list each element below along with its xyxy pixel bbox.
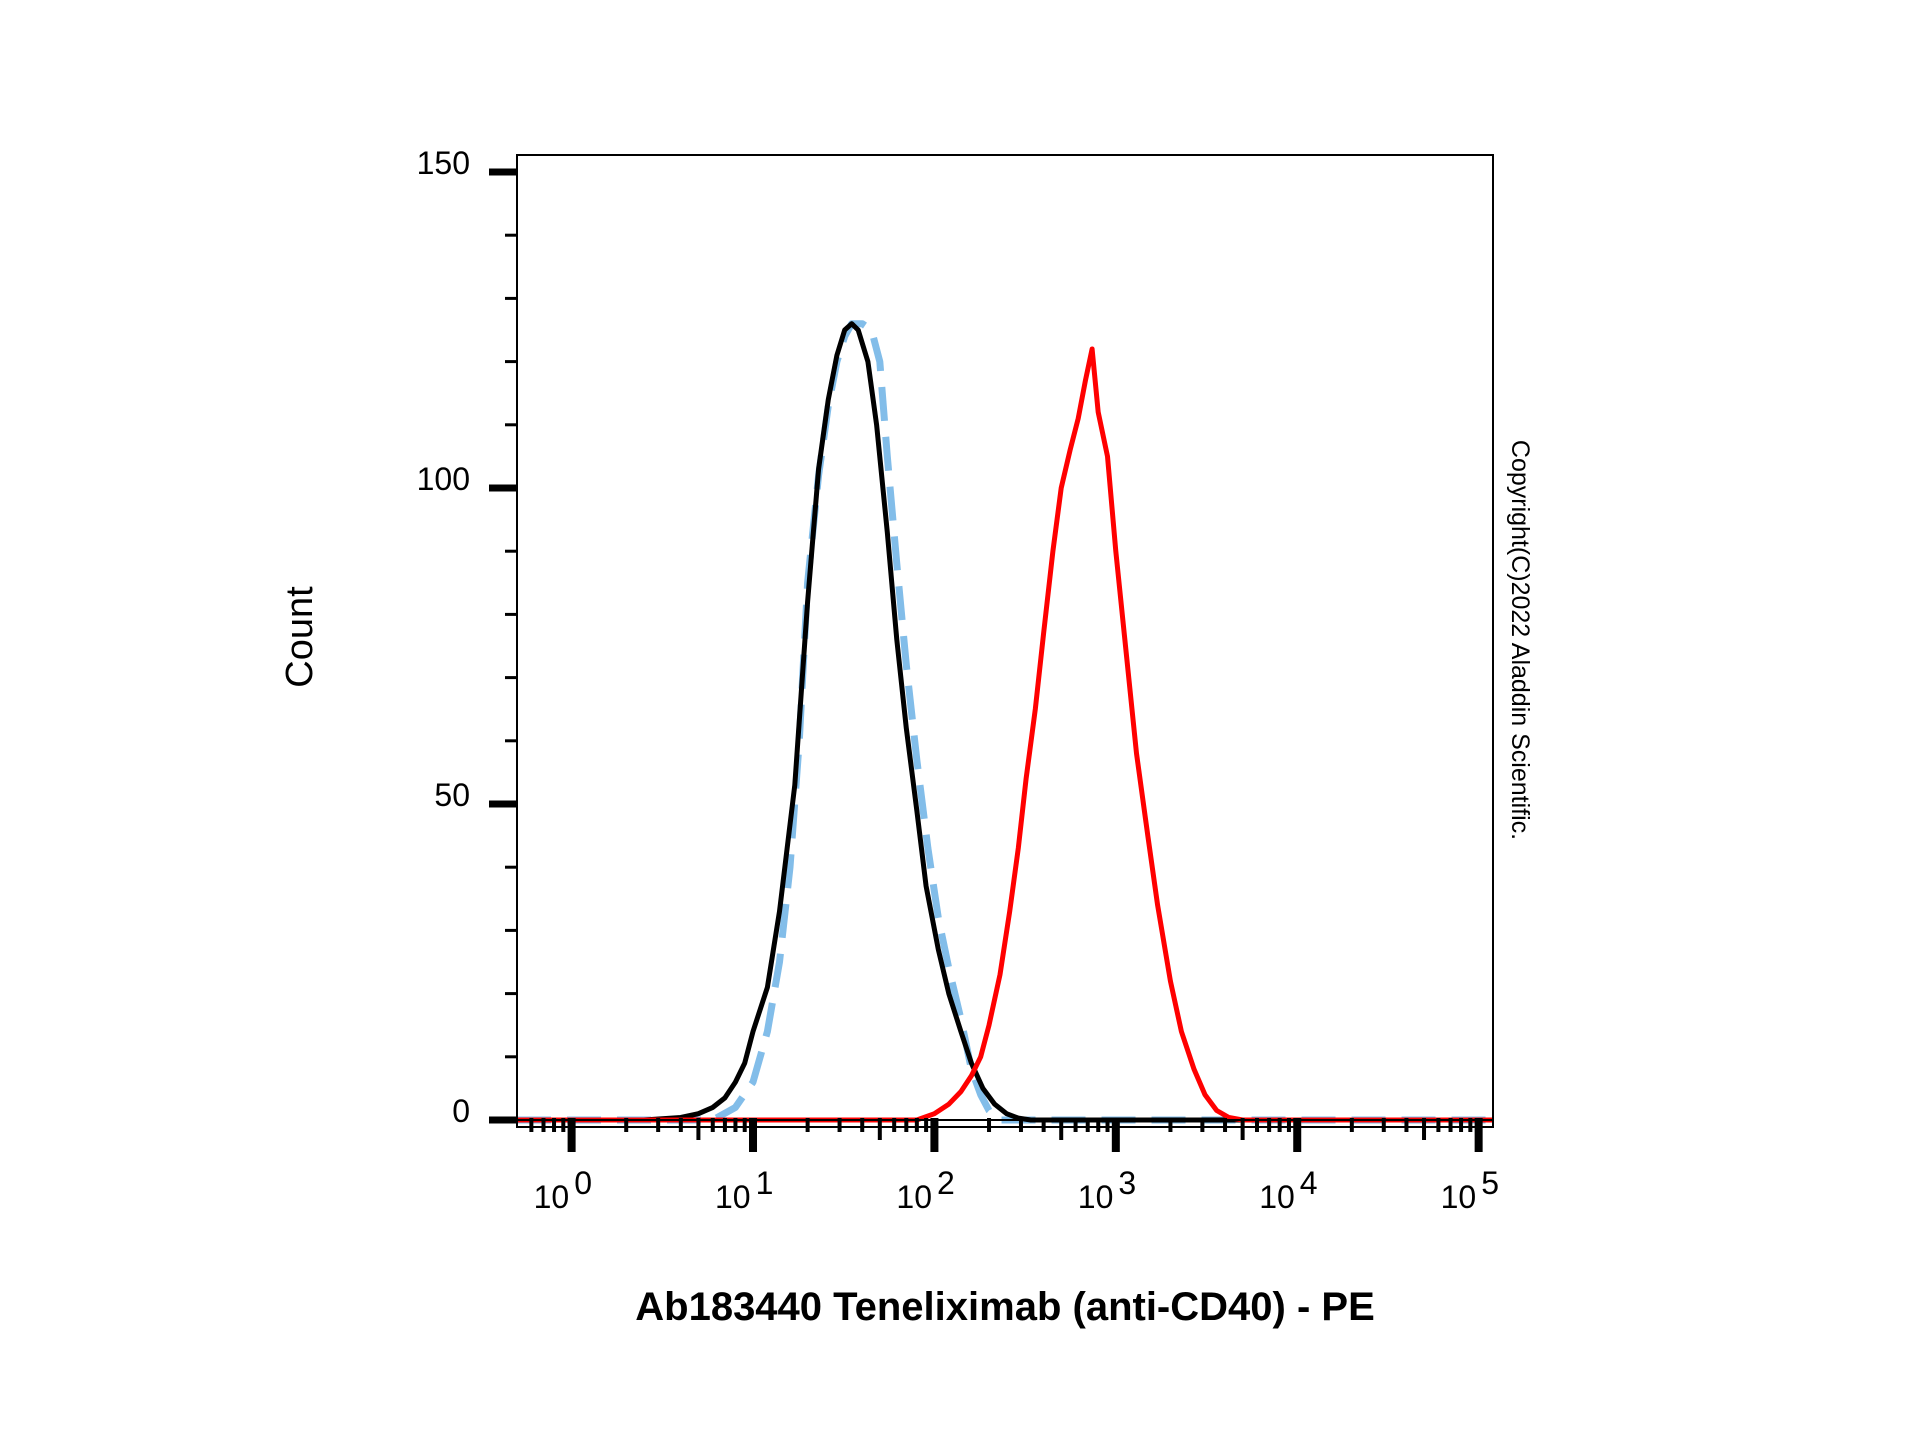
y-tick-label: 0 xyxy=(452,1093,470,1129)
axes-layer xyxy=(489,168,1493,1152)
x-tick-label: 10 3 xyxy=(1078,1165,1136,1215)
x-tick-base: 10 xyxy=(1441,1179,1477,1215)
y-tick-label: 50 xyxy=(434,777,470,813)
x-tick-base: 10 xyxy=(1078,1179,1114,1215)
copyright-annotation: Copyright(C)2022 Aladdin Scientific. xyxy=(1506,440,1534,840)
x-tick-exponent: 5 xyxy=(1481,1165,1499,1201)
x-tick-base: 10 xyxy=(534,1179,570,1215)
y-tick-label: 150 xyxy=(417,145,470,181)
series-line-2 xyxy=(517,346,1493,1123)
series-layer xyxy=(517,320,1493,1124)
x-tick-label: 10 4 xyxy=(1259,1165,1317,1215)
x-tick-label: 10 1 xyxy=(715,1165,773,1215)
x-tick-label: 10 2 xyxy=(896,1165,954,1215)
y-tick-label: 100 xyxy=(417,461,470,497)
x-tick-label: 10 5 xyxy=(1441,1165,1499,1215)
x-tick-exponent: 1 xyxy=(756,1165,774,1201)
plot-frame xyxy=(516,154,1494,1128)
x-tick-base: 10 xyxy=(715,1179,751,1215)
x-tick-base: 10 xyxy=(896,1179,932,1215)
x-tick-exponent: 2 xyxy=(937,1165,955,1201)
series-line-1 xyxy=(517,320,1493,1124)
x-tick-label: 10 0 xyxy=(534,1165,592,1215)
x-axis-title: Ab183440 Teneliximab (anti-CD40) - PE xyxy=(635,1285,1375,1329)
y-axis-title: Count xyxy=(279,586,321,688)
x-tick-exponent: 4 xyxy=(1300,1165,1318,1201)
x-tick-exponent: 3 xyxy=(1118,1165,1136,1201)
x-tick-base: 10 xyxy=(1259,1179,1295,1215)
x-tick-exponent: 0 xyxy=(574,1165,592,1201)
